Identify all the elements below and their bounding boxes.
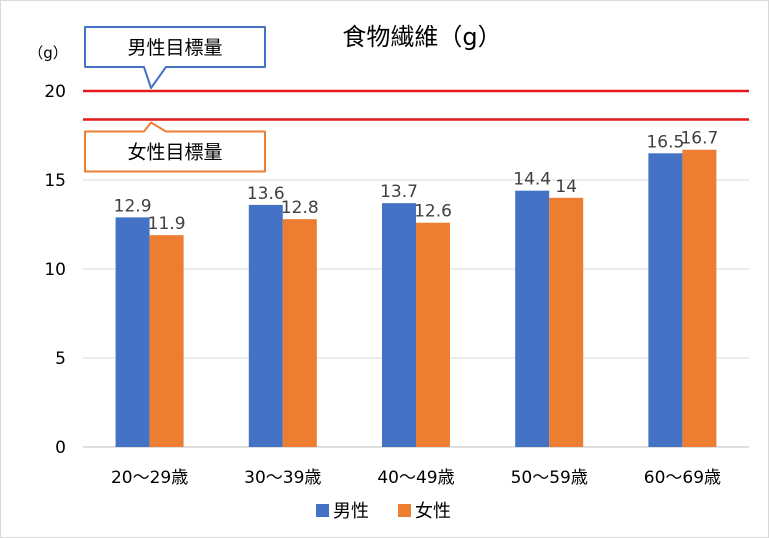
y-tick-5: 5 xyxy=(55,349,66,369)
legend-swatch-男性 xyxy=(316,504,329,517)
legend-label-女性: 女性 xyxy=(415,501,451,522)
bar-男性-20～29歳 xyxy=(115,217,150,447)
callout-女性目標量 xyxy=(84,121,266,173)
legend-label-男性: 男性 xyxy=(333,501,369,522)
callout-label-女性目標量: 女性目標量 xyxy=(127,141,222,163)
bar-女性-50～59歳 xyxy=(549,197,584,447)
bar-女性-30～39歳 xyxy=(282,219,317,447)
legend-swatch-女性 xyxy=(398,504,411,517)
y-tick-10: 10 xyxy=(44,260,66,280)
x-tick-labels: 20～29歳 30～39歳 40～49歳 50～59歳 60～69歳 xyxy=(111,468,721,488)
bar-男性-30～39歳 xyxy=(248,204,283,447)
bar-女性-20～29歳 xyxy=(149,235,184,447)
callout-label-男性目標量: 男性目標量 xyxy=(127,37,222,59)
data-label-女性-40～49歳: 12.6 xyxy=(414,202,452,222)
data-label-女性-30～39歳: 12.8 xyxy=(281,198,319,218)
y-tick-0: 0 xyxy=(55,438,66,458)
data-label-男性-20～29歳: 12.9 xyxy=(114,196,152,216)
x-tick-50～59歳: 50～59歳 xyxy=(511,468,588,488)
bar-女性-60～69歳 xyxy=(682,149,717,448)
callout-男性目標量 xyxy=(84,26,266,89)
x-tick-60～69歳: 60～69歳 xyxy=(644,468,721,488)
bar-男性-60～69歳 xyxy=(648,153,683,448)
y-tick-labels: 0 5 10 15 20 xyxy=(44,82,66,458)
data-label-女性-20～29歳: 11.9 xyxy=(148,214,186,234)
data-label-女性-50～59歳: 14 xyxy=(555,177,577,197)
bars: 12.911.9 13.612.8 13.712.6 14.4 14 16.516.7 xyxy=(114,129,718,448)
data-label-男性-30～39歳: 13.6 xyxy=(247,184,285,204)
data-label-男性-40～49歳: 13.7 xyxy=(380,182,418,202)
data-label-男性-60～69歳: 16.5 xyxy=(646,132,684,152)
y-axis-label: （g） xyxy=(28,44,68,62)
x-tick-20～29歳: 20～29歳 xyxy=(111,468,188,488)
bar-女性-40～49歳 xyxy=(416,222,450,447)
legend: 男性 女性 xyxy=(316,501,451,522)
y-tick-20: 20 xyxy=(44,82,66,102)
bar-男性-40～49歳 xyxy=(382,203,416,447)
y-tick-15: 15 xyxy=(44,171,66,191)
x-tick-30～39歳: 30～39歳 xyxy=(244,468,321,488)
bar-男性-50～59歳 xyxy=(515,190,550,447)
data-label-女性-60～69歳: 16.7 xyxy=(680,129,718,149)
chart-title: 食物繊維（g） xyxy=(342,23,501,51)
x-tick-40～49歳: 40～49歳 xyxy=(377,468,454,488)
data-label-男性-50～59歳: 14.4 xyxy=(513,170,551,190)
